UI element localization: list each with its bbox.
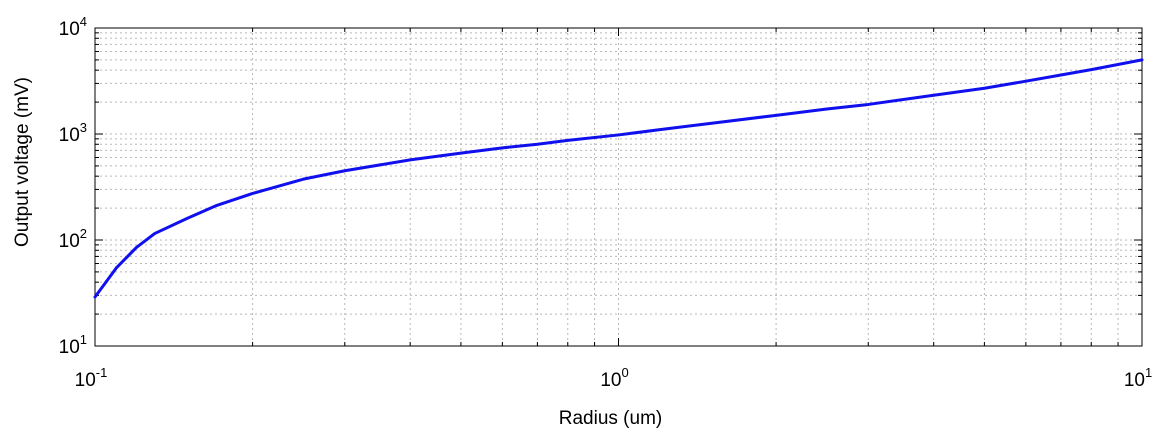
y-axis-label: Output voltage (mV)	[12, 77, 33, 247]
y-tick-label: 102	[59, 226, 87, 252]
grid	[95, 28, 1142, 346]
x-tick-label: 100	[600, 365, 628, 391]
series-line	[93, 58, 1144, 299]
x-axis-label: Radius (um)	[559, 408, 662, 429]
series	[93, 58, 1144, 299]
x-tick-label: 101	[1124, 365, 1152, 391]
tick-labels: 10-1 100 101 101 102 103 104	[59, 14, 1153, 391]
y-tick-label: 103	[59, 120, 87, 146]
x-tick-label: 10-1	[75, 365, 108, 391]
ticks	[94, 28, 1142, 347]
y-tick-label: 101	[59, 332, 87, 358]
y-tick-label: 104	[59, 14, 87, 40]
